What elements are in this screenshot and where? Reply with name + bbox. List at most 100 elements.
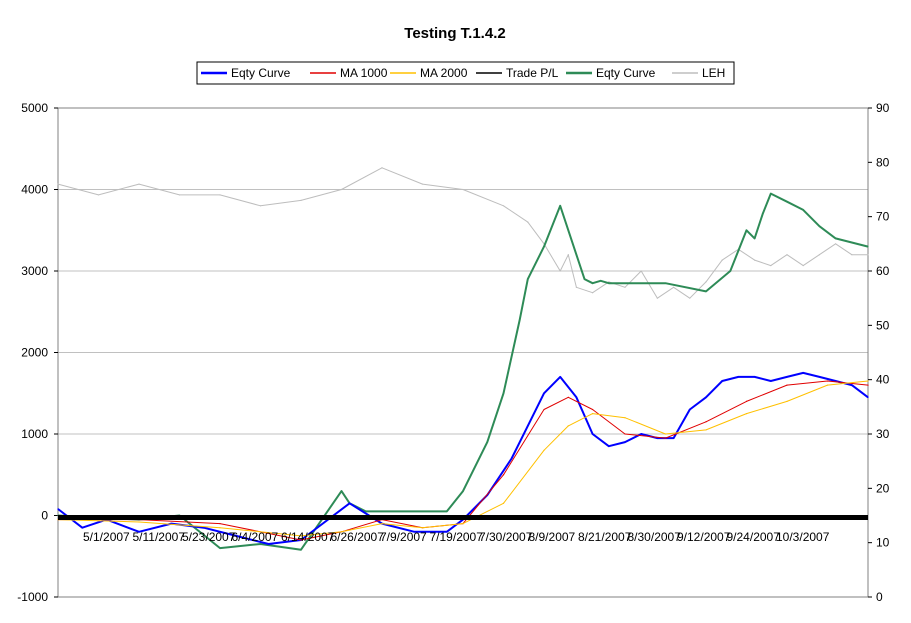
- data-point: [592, 282, 594, 284]
- data-point: [867, 396, 869, 398]
- data-point: [656, 297, 659, 299]
- series-line: [57, 371, 869, 545]
- x-tick-label: 8/30/2007: [628, 530, 682, 544]
- data-point: [446, 531, 448, 533]
- data-point: [673, 437, 675, 439]
- data-point: [729, 270, 731, 272]
- x-tick-label: 6/4/2007: [232, 530, 279, 544]
- legend-box: [196, 61, 735, 85]
- data-point: [381, 523, 383, 525]
- data-point: [786, 201, 788, 203]
- data-point: [300, 535, 302, 537]
- data-point: [689, 297, 691, 299]
- data-point: [786, 254, 788, 256]
- data-point: [867, 380, 869, 382]
- data-point: [721, 380, 723, 382]
- data-point: [664, 282, 667, 284]
- data-point: [57, 183, 59, 185]
- y-left-tick-label: 4000: [21, 183, 48, 197]
- data-point: [340, 490, 343, 492]
- data-point: [519, 319, 521, 321]
- data-point: [219, 523, 221, 525]
- data-point: [57, 508, 59, 510]
- data-point: [219, 527, 221, 529]
- data-point: [421, 527, 424, 529]
- data-point: [786, 400, 788, 402]
- data-point: [575, 396, 578, 398]
- data-point: [851, 254, 853, 256]
- y-right-tick-label: 60: [876, 264, 890, 278]
- x-tick-label: 7/30/2007: [479, 530, 533, 544]
- data-point: [340, 531, 343, 533]
- data-point: [203, 527, 205, 529]
- data-point: [543, 449, 545, 451]
- data-point: [592, 292, 594, 294]
- data-point: [867, 254, 869, 256]
- data-point: [381, 510, 383, 513]
- x-tick-label: 8/9/2007: [529, 530, 576, 544]
- data-point: [413, 531, 415, 533]
- data-point: [527, 278, 529, 280]
- x-tick-label: 6/14/2007: [281, 530, 335, 544]
- data-point: [381, 167, 383, 169]
- y-left-tick-label: 0: [41, 509, 48, 523]
- x-tick-label: 7/19/2007: [430, 530, 484, 544]
- data-point: [502, 474, 505, 476]
- data-point: [705, 290, 707, 292]
- data-point: [543, 245, 545, 248]
- y-right-tick-label: 70: [876, 210, 890, 224]
- series-line: [57, 192, 869, 551]
- data-point: [543, 392, 545, 394]
- data-point: [664, 433, 667, 435]
- data-point: [349, 502, 351, 504]
- data-point: [851, 384, 853, 386]
- data-point: [802, 264, 804, 267]
- data-point: [786, 376, 788, 378]
- y-right-tick-label: 10: [876, 536, 890, 550]
- data-point: [567, 396, 569, 398]
- data-point: [219, 194, 221, 196]
- x-tick-label: 9/24/2007: [727, 530, 781, 544]
- legend-label: Eqty Curve: [596, 66, 656, 80]
- data-point: [527, 221, 529, 223]
- legend-label: LEH: [702, 66, 725, 80]
- data-point: [575, 286, 578, 288]
- y-right-tick-label: 80: [876, 155, 890, 169]
- data-point: [600, 280, 602, 282]
- data-point: [259, 205, 262, 207]
- legend-label: MA 2000: [420, 66, 468, 80]
- y-right-tick-label: 90: [876, 101, 890, 115]
- data-point: [802, 372, 804, 374]
- data-point: [867, 384, 869, 386]
- data-point: [462, 490, 464, 492]
- x-tick-label: 5/11/2007: [133, 530, 186, 544]
- data-point: [259, 543, 262, 545]
- data-point: [527, 425, 529, 427]
- data-point: [608, 282, 610, 284]
- y-left-tick-label: 3000: [21, 264, 48, 278]
- x-tick-label: 8/21/2007: [578, 530, 632, 544]
- data-point: [689, 408, 691, 411]
- data-point: [705, 396, 707, 398]
- data-point: [178, 194, 181, 196]
- data-point: [81, 527, 83, 529]
- data-point: [502, 392, 505, 394]
- data-point: [762, 213, 764, 215]
- data-point: [592, 433, 594, 435]
- y-right-tick-label: 20: [876, 481, 890, 495]
- data-point: [835, 243, 837, 245]
- legend: Eqty Curve MA 1000 MA 2000 Trade P/L Eqty Cu…: [196, 61, 735, 85]
- y-right-tick-label: 50: [876, 318, 890, 332]
- data-point: [592, 408, 594, 411]
- data-point: [754, 237, 756, 239]
- data-point: [300, 539, 302, 541]
- data-point: [705, 421, 707, 423]
- data-point: [97, 194, 100, 196]
- data-point: [770, 192, 772, 195]
- data-point: [138, 531, 140, 533]
- data-point: [235, 535, 237, 537]
- data-point: [705, 429, 707, 431]
- data-point: [818, 376, 821, 378]
- data-point: [543, 408, 545, 411]
- data-point: [826, 384, 829, 386]
